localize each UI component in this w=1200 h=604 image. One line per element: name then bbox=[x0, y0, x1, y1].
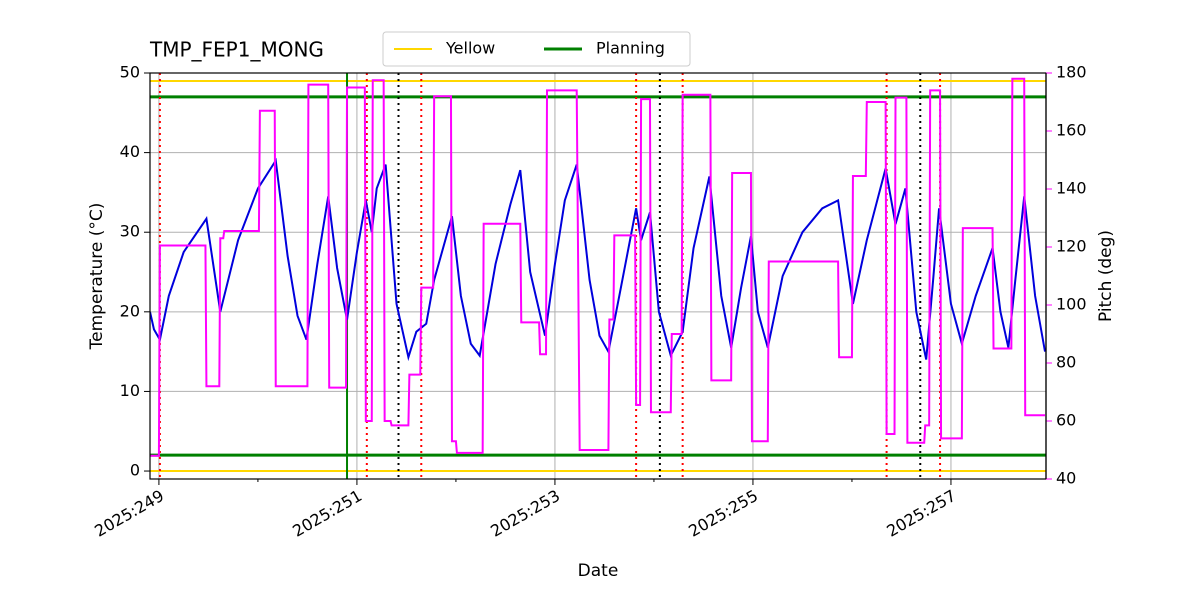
y2-tick-label: 180 bbox=[1056, 63, 1087, 82]
y2-tick-label: 140 bbox=[1056, 179, 1087, 198]
data-line bbox=[150, 157, 1046, 362]
y-tick-label: 0 bbox=[130, 461, 140, 480]
x-axis-label: Date bbox=[578, 561, 619, 581]
legend: Yellow Planning bbox=[382, 31, 691, 67]
legend-box bbox=[382, 31, 691, 67]
data-line bbox=[150, 77, 1046, 457]
y-axis-label: Temperature (°C) bbox=[87, 203, 107, 351]
y-tick-label: 40 bbox=[120, 142, 140, 161]
y-tick-label: 20 bbox=[120, 301, 140, 320]
y2-tick-label: 60 bbox=[1056, 411, 1076, 430]
y2-tick-label: 80 bbox=[1056, 353, 1076, 372]
y-tick-label: 10 bbox=[120, 381, 140, 400]
y2-axis-label: Pitch (deg) bbox=[1096, 230, 1116, 322]
plot-area bbox=[150, 73, 1046, 479]
legend-label: Yellow bbox=[445, 39, 495, 58]
y2-tick-label: 40 bbox=[1056, 469, 1076, 488]
y-tick-label: 50 bbox=[120, 63, 140, 82]
y-tick-label: 30 bbox=[120, 222, 140, 241]
y2-tick-label: 160 bbox=[1056, 121, 1087, 140]
legend-label: Planning bbox=[596, 39, 665, 58]
y2-tick-label: 100 bbox=[1056, 295, 1087, 314]
y2-tick-label: 120 bbox=[1056, 237, 1087, 256]
chart-title: TMP_FEP1_MONG bbox=[149, 38, 324, 62]
